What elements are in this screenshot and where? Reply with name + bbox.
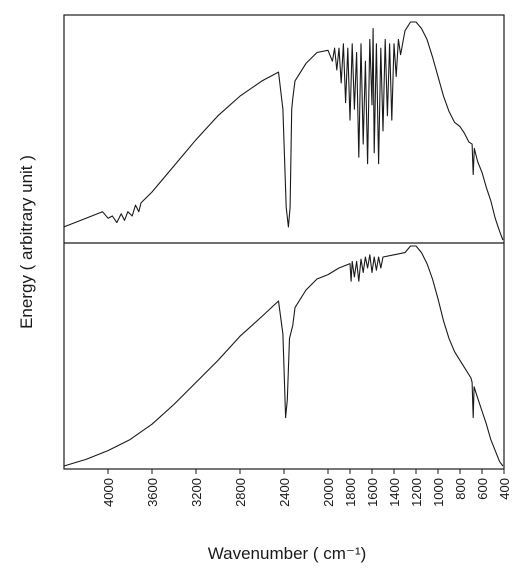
y-axis-title: Energy ( arbitrary unit ) [17, 155, 36, 329]
x-tick-label: 2400 [277, 478, 292, 507]
x-tick-label: 2000 [321, 478, 336, 507]
x-tick-label: 4000 [101, 478, 116, 507]
x-tick-label: 3600 [145, 478, 160, 507]
x-tick-label: 1600 [365, 478, 380, 507]
x-axis-title: Wavenumber ( cm⁻¹) [208, 544, 367, 563]
x-tick-label: 1400 [387, 478, 402, 507]
x-tick-label: 600 [475, 478, 490, 500]
top-spectrum-line [63, 21, 504, 241]
plot-frame [63, 14, 505, 470]
x-tick-label: 2800 [233, 478, 248, 507]
x-axis-ticks: 4000 3600 3200 2800 2400 2000 1800 1600 1400 1200… [101, 469, 512, 507]
x-tick-label: 1800 [343, 478, 358, 507]
x-tick-label: 1200 [409, 478, 424, 507]
x-tick-label: 1000 [431, 478, 446, 507]
x-tick-label: 800 [453, 478, 468, 500]
x-tick-label: 3200 [189, 478, 204, 507]
traces-group [63, 21, 504, 467]
bottom-spectrum-line [63, 245, 504, 467]
x-tick-label: 400 [497, 478, 512, 500]
